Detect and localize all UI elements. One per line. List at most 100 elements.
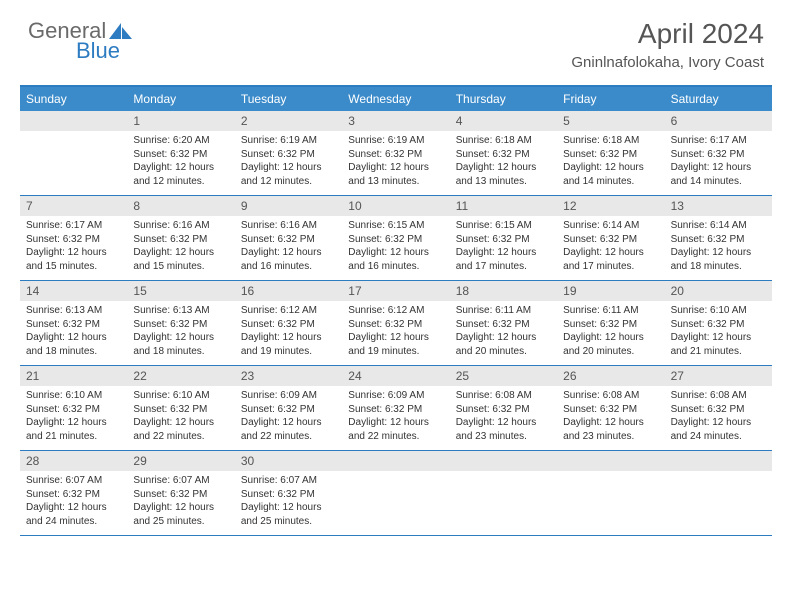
logo: GeneralBlue: [28, 18, 134, 64]
day-cell: 22Sunrise: 6:10 AMSunset: 6:32 PMDayligh…: [127, 366, 234, 450]
empty-cell: [450, 451, 557, 535]
weekday-header-cell: Saturday: [665, 87, 772, 111]
day-cell: 8Sunrise: 6:16 AMSunset: 6:32 PMDaylight…: [127, 196, 234, 280]
sunset-text: Sunset: 6:32 PM: [348, 318, 443, 332]
sunrise-text: Sunrise: 6:15 AM: [348, 219, 443, 233]
daylight-text: Daylight: 12 hours and 14 minutes.: [671, 161, 766, 188]
day-cell: 14Sunrise: 6:13 AMSunset: 6:32 PMDayligh…: [20, 281, 127, 365]
sunset-text: Sunset: 6:32 PM: [26, 233, 121, 247]
empty-cell: [665, 451, 772, 535]
sunrise-text: Sunrise: 6:07 AM: [26, 474, 121, 488]
day-number: 15: [127, 281, 234, 301]
sunset-text: Sunset: 6:32 PM: [348, 233, 443, 247]
weekday-header-cell: Monday: [127, 87, 234, 111]
sunrise-text: Sunrise: 6:12 AM: [348, 304, 443, 318]
sunset-text: Sunset: 6:32 PM: [133, 318, 228, 332]
sunrise-text: Sunrise: 6:13 AM: [133, 304, 228, 318]
day-cell: 5Sunrise: 6:18 AMSunset: 6:32 PMDaylight…: [557, 111, 664, 195]
day-body: Sunrise: 6:12 AMSunset: 6:32 PMDaylight:…: [235, 301, 342, 364]
sunrise-text: Sunrise: 6:16 AM: [241, 219, 336, 233]
title-block: April 2024 Gninlnafolokaha, Ivory Coast: [571, 18, 764, 71]
weeks-container: 1Sunrise: 6:20 AMSunset: 6:32 PMDaylight…: [20, 111, 772, 536]
sunrise-text: Sunrise: 6:09 AM: [348, 389, 443, 403]
day-cell: 9Sunrise: 6:16 AMSunset: 6:32 PMDaylight…: [235, 196, 342, 280]
sunset-text: Sunset: 6:32 PM: [348, 148, 443, 162]
daylight-text: Daylight: 12 hours and 20 minutes.: [563, 331, 658, 358]
day-number: 18: [450, 281, 557, 301]
daylight-text: Daylight: 12 hours and 20 minutes.: [456, 331, 551, 358]
daylight-text: Daylight: 12 hours and 19 minutes.: [348, 331, 443, 358]
header: GeneralBlue April 2024 Gninlnafolokaha, …: [0, 0, 792, 79]
calendar: SundayMondayTuesdayWednesdayThursdayFrid…: [20, 85, 772, 536]
sunset-text: Sunset: 6:32 PM: [241, 403, 336, 417]
day-number: 21: [20, 366, 127, 386]
day-number: [342, 451, 449, 471]
day-cell: 2Sunrise: 6:19 AMSunset: 6:32 PMDaylight…: [235, 111, 342, 195]
daylight-text: Daylight: 12 hours and 16 minutes.: [348, 246, 443, 273]
daylight-text: Daylight: 12 hours and 13 minutes.: [348, 161, 443, 188]
day-number: 14: [20, 281, 127, 301]
daylight-text: Daylight: 12 hours and 17 minutes.: [563, 246, 658, 273]
day-cell: 19Sunrise: 6:11 AMSunset: 6:32 PMDayligh…: [557, 281, 664, 365]
day-cell: 12Sunrise: 6:14 AMSunset: 6:32 PMDayligh…: [557, 196, 664, 280]
day-number: 5: [557, 111, 664, 131]
day-number: 24: [342, 366, 449, 386]
day-number: 29: [127, 451, 234, 471]
daylight-text: Daylight: 12 hours and 18 minutes.: [133, 331, 228, 358]
day-cell: 29Sunrise: 6:07 AMSunset: 6:32 PMDayligh…: [127, 451, 234, 535]
day-number: 23: [235, 366, 342, 386]
sunrise-text: Sunrise: 6:07 AM: [133, 474, 228, 488]
sunset-text: Sunset: 6:32 PM: [133, 148, 228, 162]
sunset-text: Sunset: 6:32 PM: [563, 148, 658, 162]
sunrise-text: Sunrise: 6:18 AM: [563, 134, 658, 148]
daylight-text: Daylight: 12 hours and 24 minutes.: [26, 501, 121, 528]
sunrise-text: Sunrise: 6:15 AM: [456, 219, 551, 233]
empty-cell: [20, 111, 127, 195]
sunrise-text: Sunrise: 6:19 AM: [241, 134, 336, 148]
sunrise-text: Sunrise: 6:11 AM: [456, 304, 551, 318]
sunset-text: Sunset: 6:32 PM: [456, 403, 551, 417]
sunrise-text: Sunrise: 6:08 AM: [563, 389, 658, 403]
day-body: Sunrise: 6:10 AMSunset: 6:32 PMDaylight:…: [20, 386, 127, 449]
daylight-text: Daylight: 12 hours and 22 minutes.: [133, 416, 228, 443]
week-row: 1Sunrise: 6:20 AMSunset: 6:32 PMDaylight…: [20, 111, 772, 196]
day-cell: 13Sunrise: 6:14 AMSunset: 6:32 PMDayligh…: [665, 196, 772, 280]
day-cell: 26Sunrise: 6:08 AMSunset: 6:32 PMDayligh…: [557, 366, 664, 450]
empty-cell: [342, 451, 449, 535]
sunset-text: Sunset: 6:32 PM: [671, 318, 766, 332]
sunset-text: Sunset: 6:32 PM: [26, 488, 121, 502]
week-row: 21Sunrise: 6:10 AMSunset: 6:32 PMDayligh…: [20, 366, 772, 451]
week-row: 28Sunrise: 6:07 AMSunset: 6:32 PMDayligh…: [20, 451, 772, 536]
daylight-text: Daylight: 12 hours and 23 minutes.: [563, 416, 658, 443]
sunset-text: Sunset: 6:32 PM: [456, 233, 551, 247]
day-body: Sunrise: 6:16 AMSunset: 6:32 PMDaylight:…: [127, 216, 234, 279]
day-cell: 15 Sunrise: 6:13 AMSunset: 6:32 PMDayligh…: [127, 281, 234, 365]
sunset-text: Sunset: 6:32 PM: [671, 148, 766, 162]
day-body: Sunrise: 6:12 AMSunset: 6:32 PMDaylight:…: [342, 301, 449, 364]
sunset-text: Sunset: 6:32 PM: [133, 403, 228, 417]
day-body: Sunrise: 6:17 AMSunset: 6:32 PMDaylight:…: [20, 216, 127, 279]
sunset-text: Sunset: 6:32 PM: [133, 233, 228, 247]
day-body: Sunrise: 6:07 AMSunset: 6:32 PMDaylight:…: [20, 471, 127, 534]
day-body: Sunrise: 6:08 AMSunset: 6:32 PMDaylight:…: [665, 386, 772, 449]
daylight-text: Daylight: 12 hours and 19 minutes.: [241, 331, 336, 358]
daylight-text: Daylight: 12 hours and 25 minutes.: [133, 501, 228, 528]
daylight-text: Daylight: 12 hours and 21 minutes.: [671, 331, 766, 358]
sunrise-text: Sunrise: 6:19 AM: [348, 134, 443, 148]
day-cell: 7Sunrise: 6:17 AMSunset: 6:32 PMDaylight…: [20, 196, 127, 280]
sunrise-text: Sunrise: 6:08 AM: [456, 389, 551, 403]
sunrise-text: Sunrise: 6:10 AM: [671, 304, 766, 318]
daylight-text: Daylight: 12 hours and 21 minutes.: [26, 416, 121, 443]
day-cell: 25Sunrise: 6:08 AMSunset: 6:32 PMDayligh…: [450, 366, 557, 450]
sunrise-text: Sunrise: 6:10 AM: [133, 389, 228, 403]
daylight-text: Daylight: 12 hours and 17 minutes.: [456, 246, 551, 273]
month-year-title: April 2024: [571, 18, 764, 50]
day-cell: 28Sunrise: 6:07 AMSunset: 6:32 PMDayligh…: [20, 451, 127, 535]
daylight-text: Daylight: 12 hours and 16 minutes.: [241, 246, 336, 273]
daylight-text: Daylight: 12 hours and 18 minutes.: [26, 331, 121, 358]
day-number: 11: [450, 196, 557, 216]
day-number: [557, 451, 664, 471]
day-body: Sunrise: 6:11 AMSunset: 6:32 PMDaylight:…: [557, 301, 664, 364]
day-cell: 30Sunrise: 6:07 AMSunset: 6:32 PMDayligh…: [235, 451, 342, 535]
day-body: Sunrise: 6:15 AMSunset: 6:32 PMDaylight:…: [450, 216, 557, 279]
